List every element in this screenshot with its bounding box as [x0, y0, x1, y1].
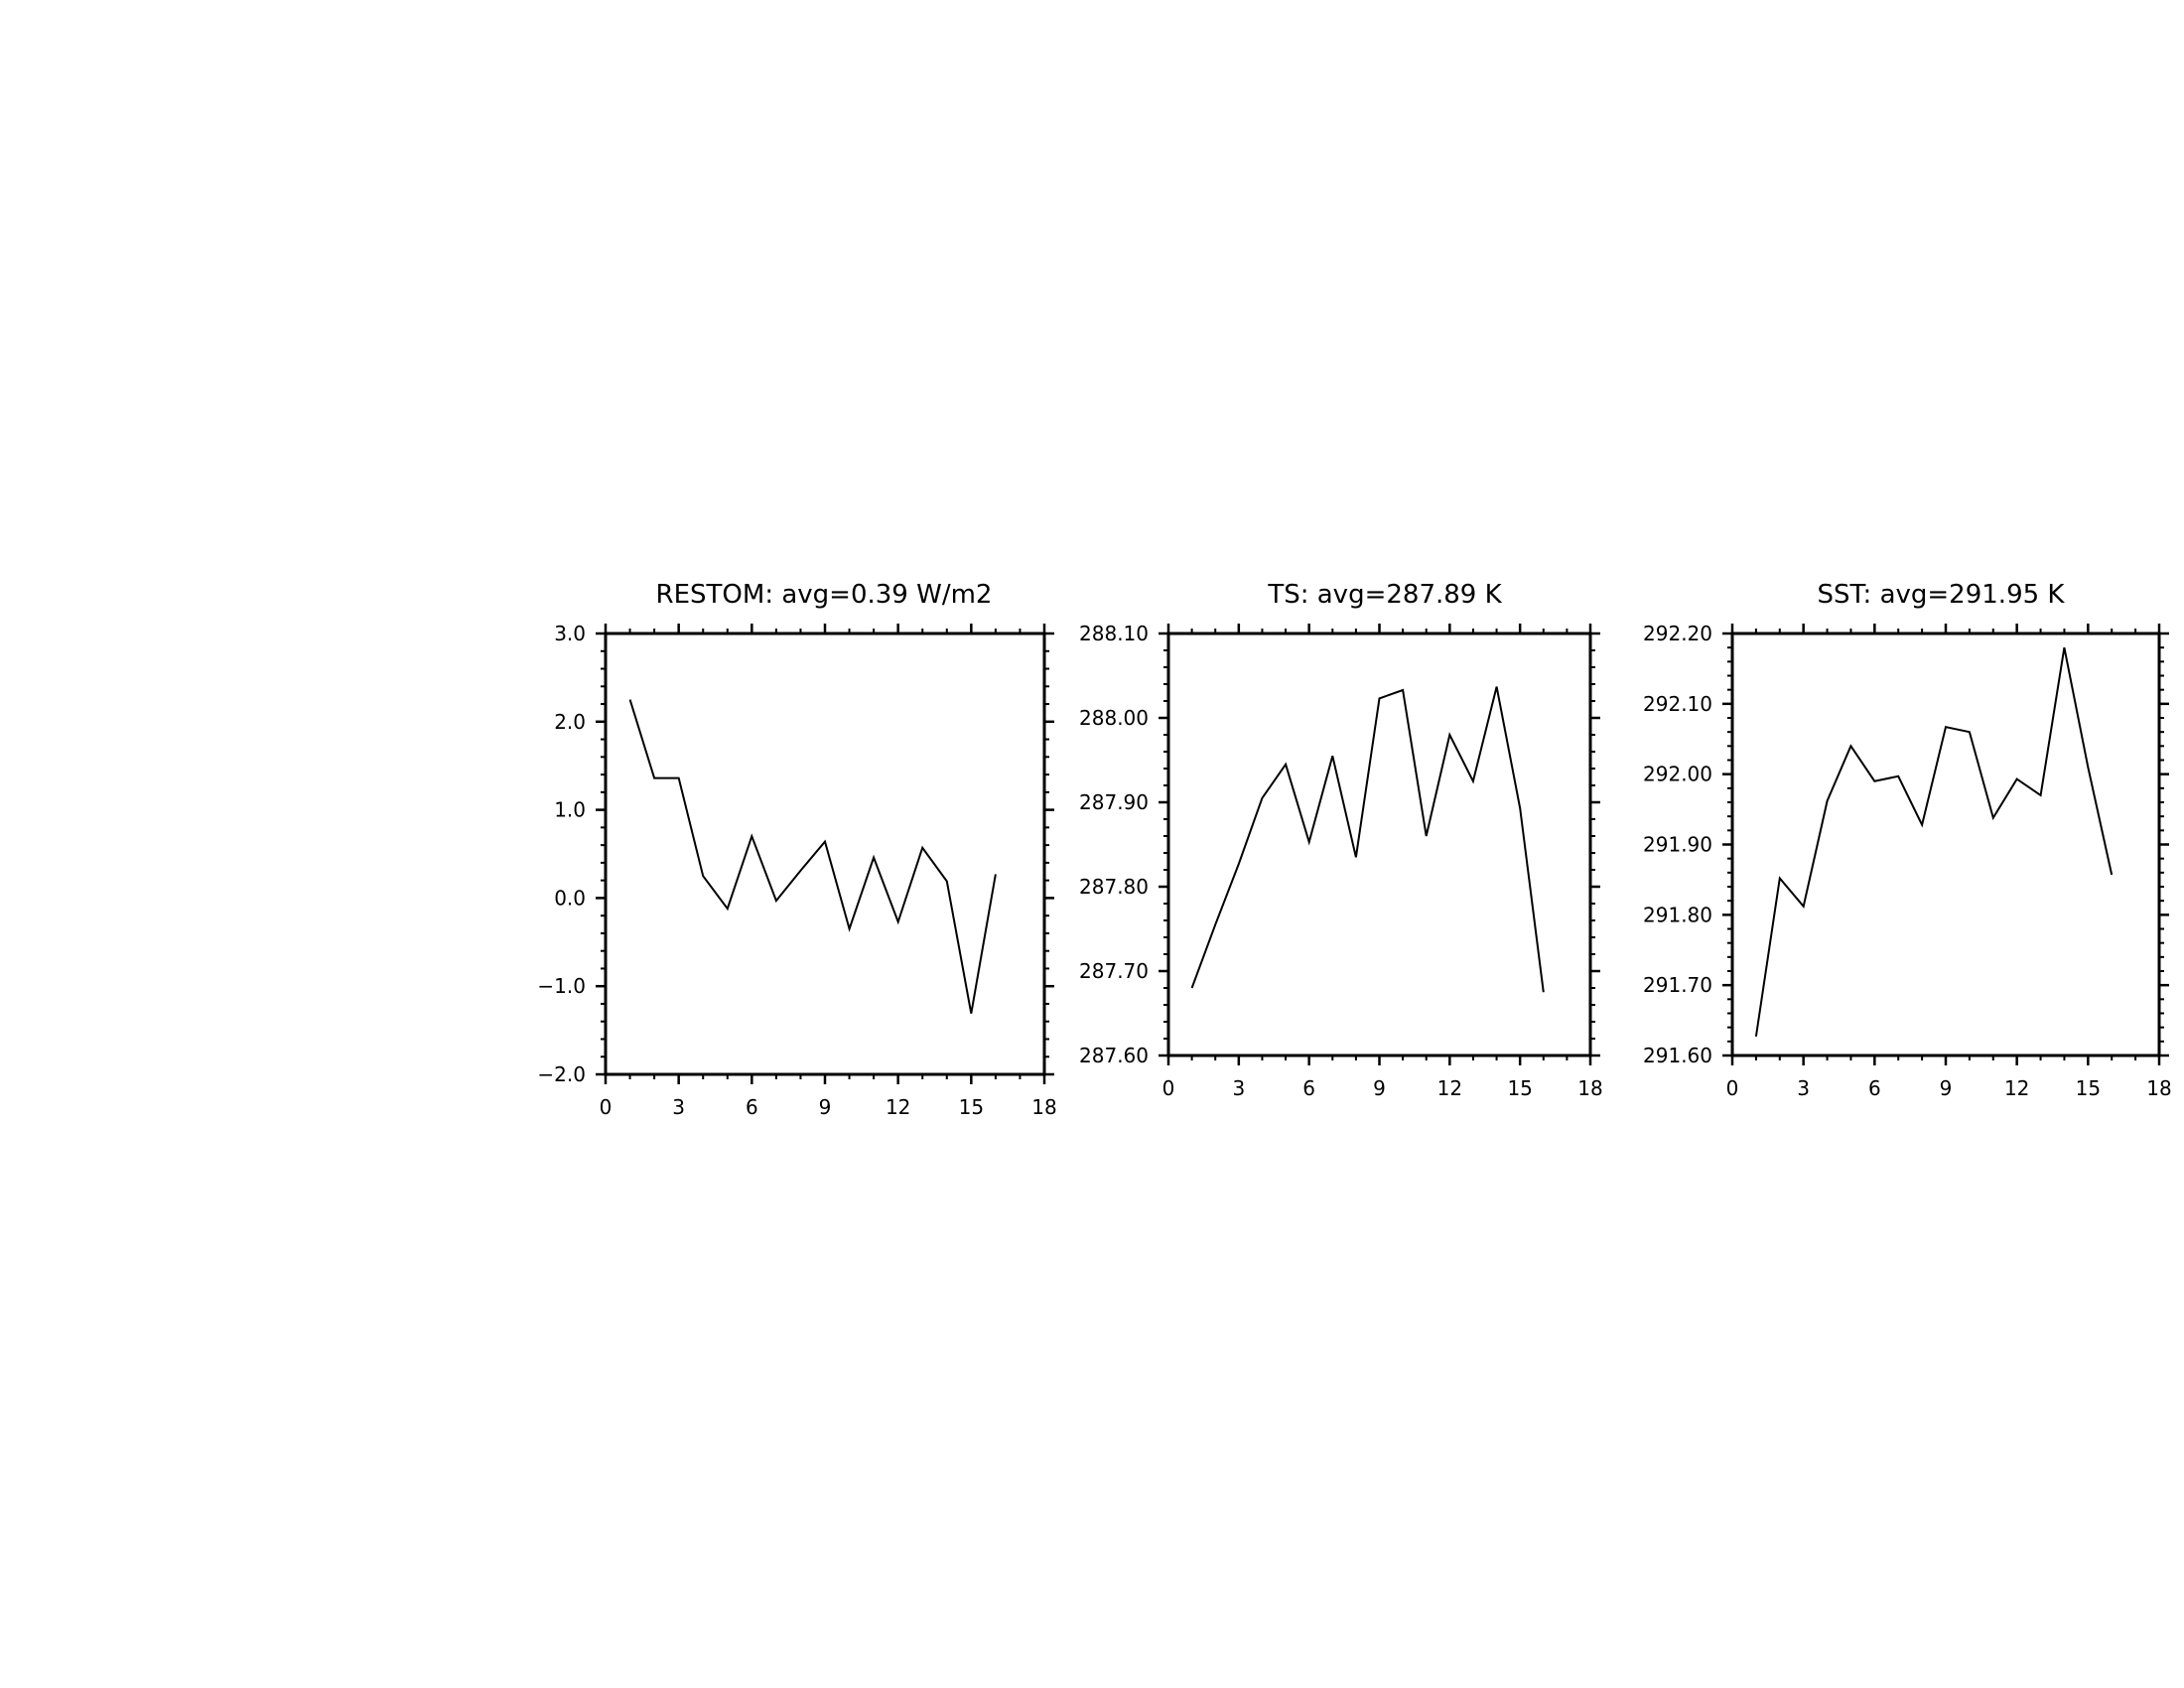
y-tick-label: 1.0 [554, 798, 586, 822]
x-tick-label: 9 [1373, 1076, 1386, 1100]
series-line [1754, 647, 2114, 1038]
x-tick-label: 6 [1302, 1076, 1315, 1100]
y-tick-label: 291.60 [1643, 1044, 1712, 1067]
chart-title: TS: avg=287.89 K [1267, 580, 1502, 610]
x-tick-label: 15 [959, 1095, 984, 1119]
x-tick-label: 3 [1232, 1076, 1245, 1100]
x-tick-label: 12 [2004, 1076, 2029, 1100]
y-tick-label: 2.0 [554, 710, 586, 734]
y-tick-label: 292.20 [1643, 622, 1712, 645]
y-tick-label: 288.10 [1079, 622, 1149, 645]
y-tick-label: −1.0 [537, 974, 586, 998]
y-tick-label: 287.80 [1079, 875, 1149, 899]
y-tick-label: 0.0 [554, 886, 586, 910]
x-tick-label: 12 [886, 1095, 910, 1119]
x-tick-label: 18 [1031, 1095, 1056, 1119]
x-tick-label: 6 [1868, 1076, 1881, 1100]
y-tick-label: 3.0 [554, 622, 586, 645]
x-tick-label: 15 [1507, 1076, 1532, 1100]
x-tick-label: 3 [672, 1095, 685, 1119]
chart-title: RESTOM: avg=0.39 W/m2 [656, 580, 993, 610]
y-tick-label: 287.70 [1079, 959, 1149, 983]
y-tick-label: 287.60 [1079, 1044, 1149, 1067]
x-tick-label: 18 [2146, 1076, 2171, 1100]
y-tick-label: 288.00 [1079, 706, 1149, 730]
y-tick-label: 291.80 [1643, 903, 1712, 926]
y-tick-label: 287.90 [1079, 790, 1149, 814]
x-tick-label: 18 [1577, 1076, 1602, 1100]
x-tick-label: 12 [1437, 1076, 1462, 1100]
x-tick-label: 9 [819, 1095, 832, 1119]
x-tick-label: 6 [746, 1095, 758, 1119]
y-tick-label: −2.0 [537, 1062, 586, 1086]
series-line [628, 699, 997, 1014]
y-tick-label: 291.70 [1643, 973, 1712, 997]
x-tick-label: 3 [1797, 1076, 1810, 1100]
x-tick-label: 15 [2076, 1076, 2101, 1100]
x-tick-label: 9 [1940, 1076, 1953, 1100]
panel-ts: TS: avg=287.89 K 0 3 6 9 12 15 18 287.60 287.70 2… [1079, 580, 1603, 1100]
y-tick-label: 292.10 [1643, 692, 1712, 716]
y-tick-label: 291.90 [1643, 833, 1712, 857]
plot-frame [1166, 632, 1592, 1057]
plot-frame [1730, 632, 2161, 1057]
x-tick-label: 0 [1726, 1076, 1739, 1100]
panel-sst: SST: avg=291.95 K 0 3 6 9 12 15 18 291.60 291.70… [1643, 580, 2172, 1100]
x-tick-label: 0 [600, 1095, 613, 1119]
plot-frame [604, 632, 1046, 1076]
x-tick-label: 0 [1162, 1076, 1175, 1100]
y-tick-label: 292.00 [1643, 763, 1712, 786]
panel-restom: RESTOM: avg=0.39 W/m2 0 3 6 9 12 15 18 −2.0 −1.0… [537, 580, 1056, 1119]
series-line [1190, 686, 1545, 993]
chart-title: SST: avg=291.95 K [1818, 580, 2066, 610]
